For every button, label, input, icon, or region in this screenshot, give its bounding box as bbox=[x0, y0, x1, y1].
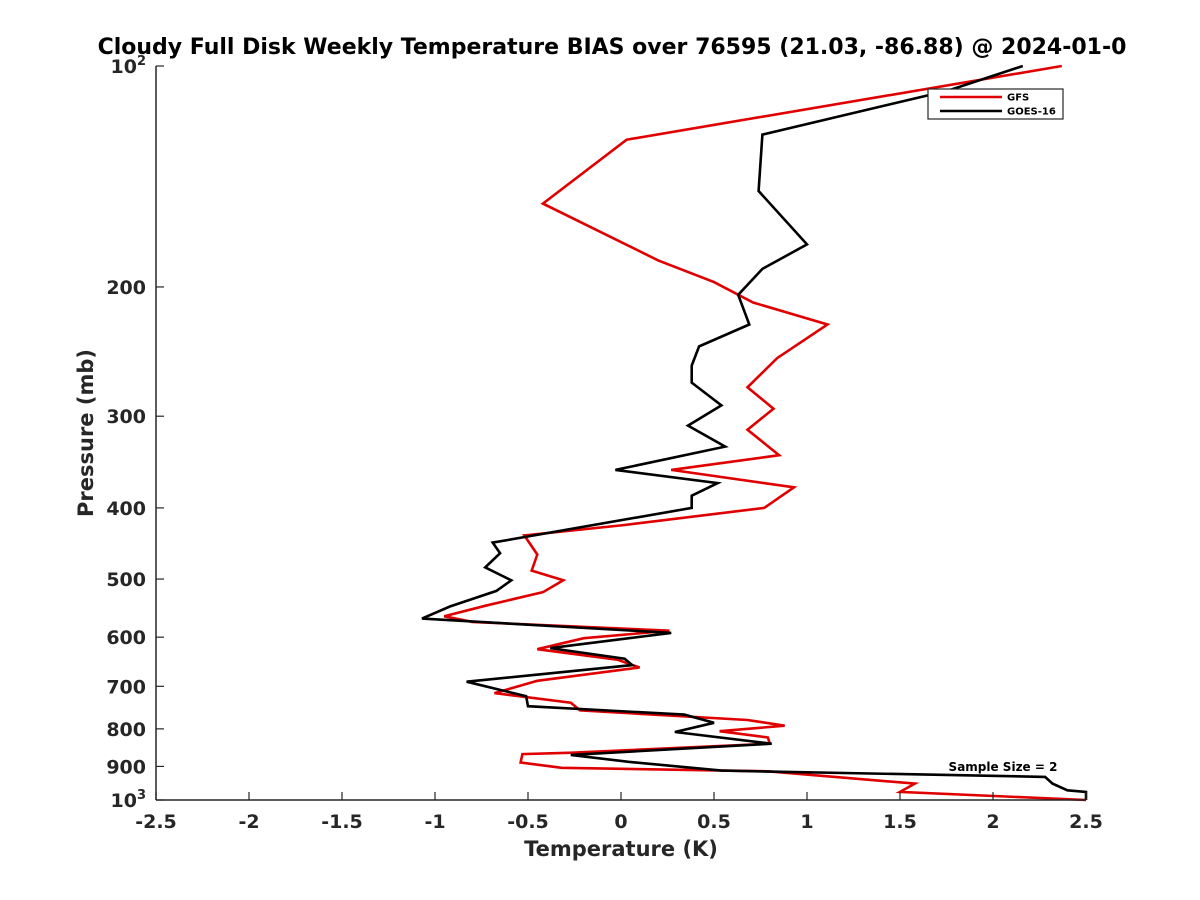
x-tick-label: -1.5 bbox=[321, 811, 363, 833]
y-tick-label: 800 bbox=[106, 719, 146, 741]
y-tick-label: 200 bbox=[106, 277, 146, 299]
y-tick-label: 900 bbox=[106, 756, 146, 778]
x-tick-label: 2.5 bbox=[1069, 811, 1103, 833]
y-axis-label: Pressure (mb) bbox=[74, 349, 98, 517]
x-tick-label: -2 bbox=[238, 811, 259, 833]
y-tick-label: 102 bbox=[111, 54, 147, 78]
plot-lines bbox=[421, 64, 1088, 802]
legend-label-gfs: GFS bbox=[1007, 93, 1029, 104]
y-tick-label: 600 bbox=[106, 627, 146, 649]
x-tick-label: 2 bbox=[986, 811, 999, 833]
y-tick-label: 300 bbox=[106, 406, 146, 428]
legend-box bbox=[927, 88, 1064, 120]
series-line-goes-16 bbox=[421, 64, 1088, 800]
x-tick-label: -1 bbox=[424, 811, 445, 833]
y-tick-label: 500 bbox=[106, 569, 146, 591]
y-tick-label: 700 bbox=[106, 676, 146, 698]
x-tick-label: 0.5 bbox=[697, 811, 731, 833]
y-ticks: 102 200 300 400 500 600 700 800 900 103 bbox=[106, 54, 164, 812]
x-tick-label: -2.5 bbox=[135, 811, 177, 833]
series-line-gfs bbox=[443, 64, 1087, 802]
x-tick-label: 0 bbox=[614, 811, 627, 833]
x-tick-label: 1 bbox=[800, 811, 813, 833]
x-ticks: -2.5 -2 -1.5 -1 -0.5 0 0.5 1 1.5 2 2.5 bbox=[135, 792, 1103, 833]
legend: GFS GOES-16 bbox=[927, 88, 1064, 120]
x-tick-label: -0.5 bbox=[507, 811, 549, 833]
x-axis-label: Temperature (K) bbox=[524, 837, 718, 861]
legend-label-goes-16: GOES-16 bbox=[1007, 107, 1056, 118]
y-tick-label: 103 bbox=[111, 788, 147, 812]
sample-size-annotation: Sample Size = 2 bbox=[949, 760, 1058, 774]
plot-axes bbox=[155, 66, 1086, 801]
x-tick-label: 1.5 bbox=[883, 811, 917, 833]
y-tick-label: 400 bbox=[106, 498, 146, 520]
chart-title: Cloudy Full Disk Weekly Temperature BIAS… bbox=[98, 35, 1127, 60]
